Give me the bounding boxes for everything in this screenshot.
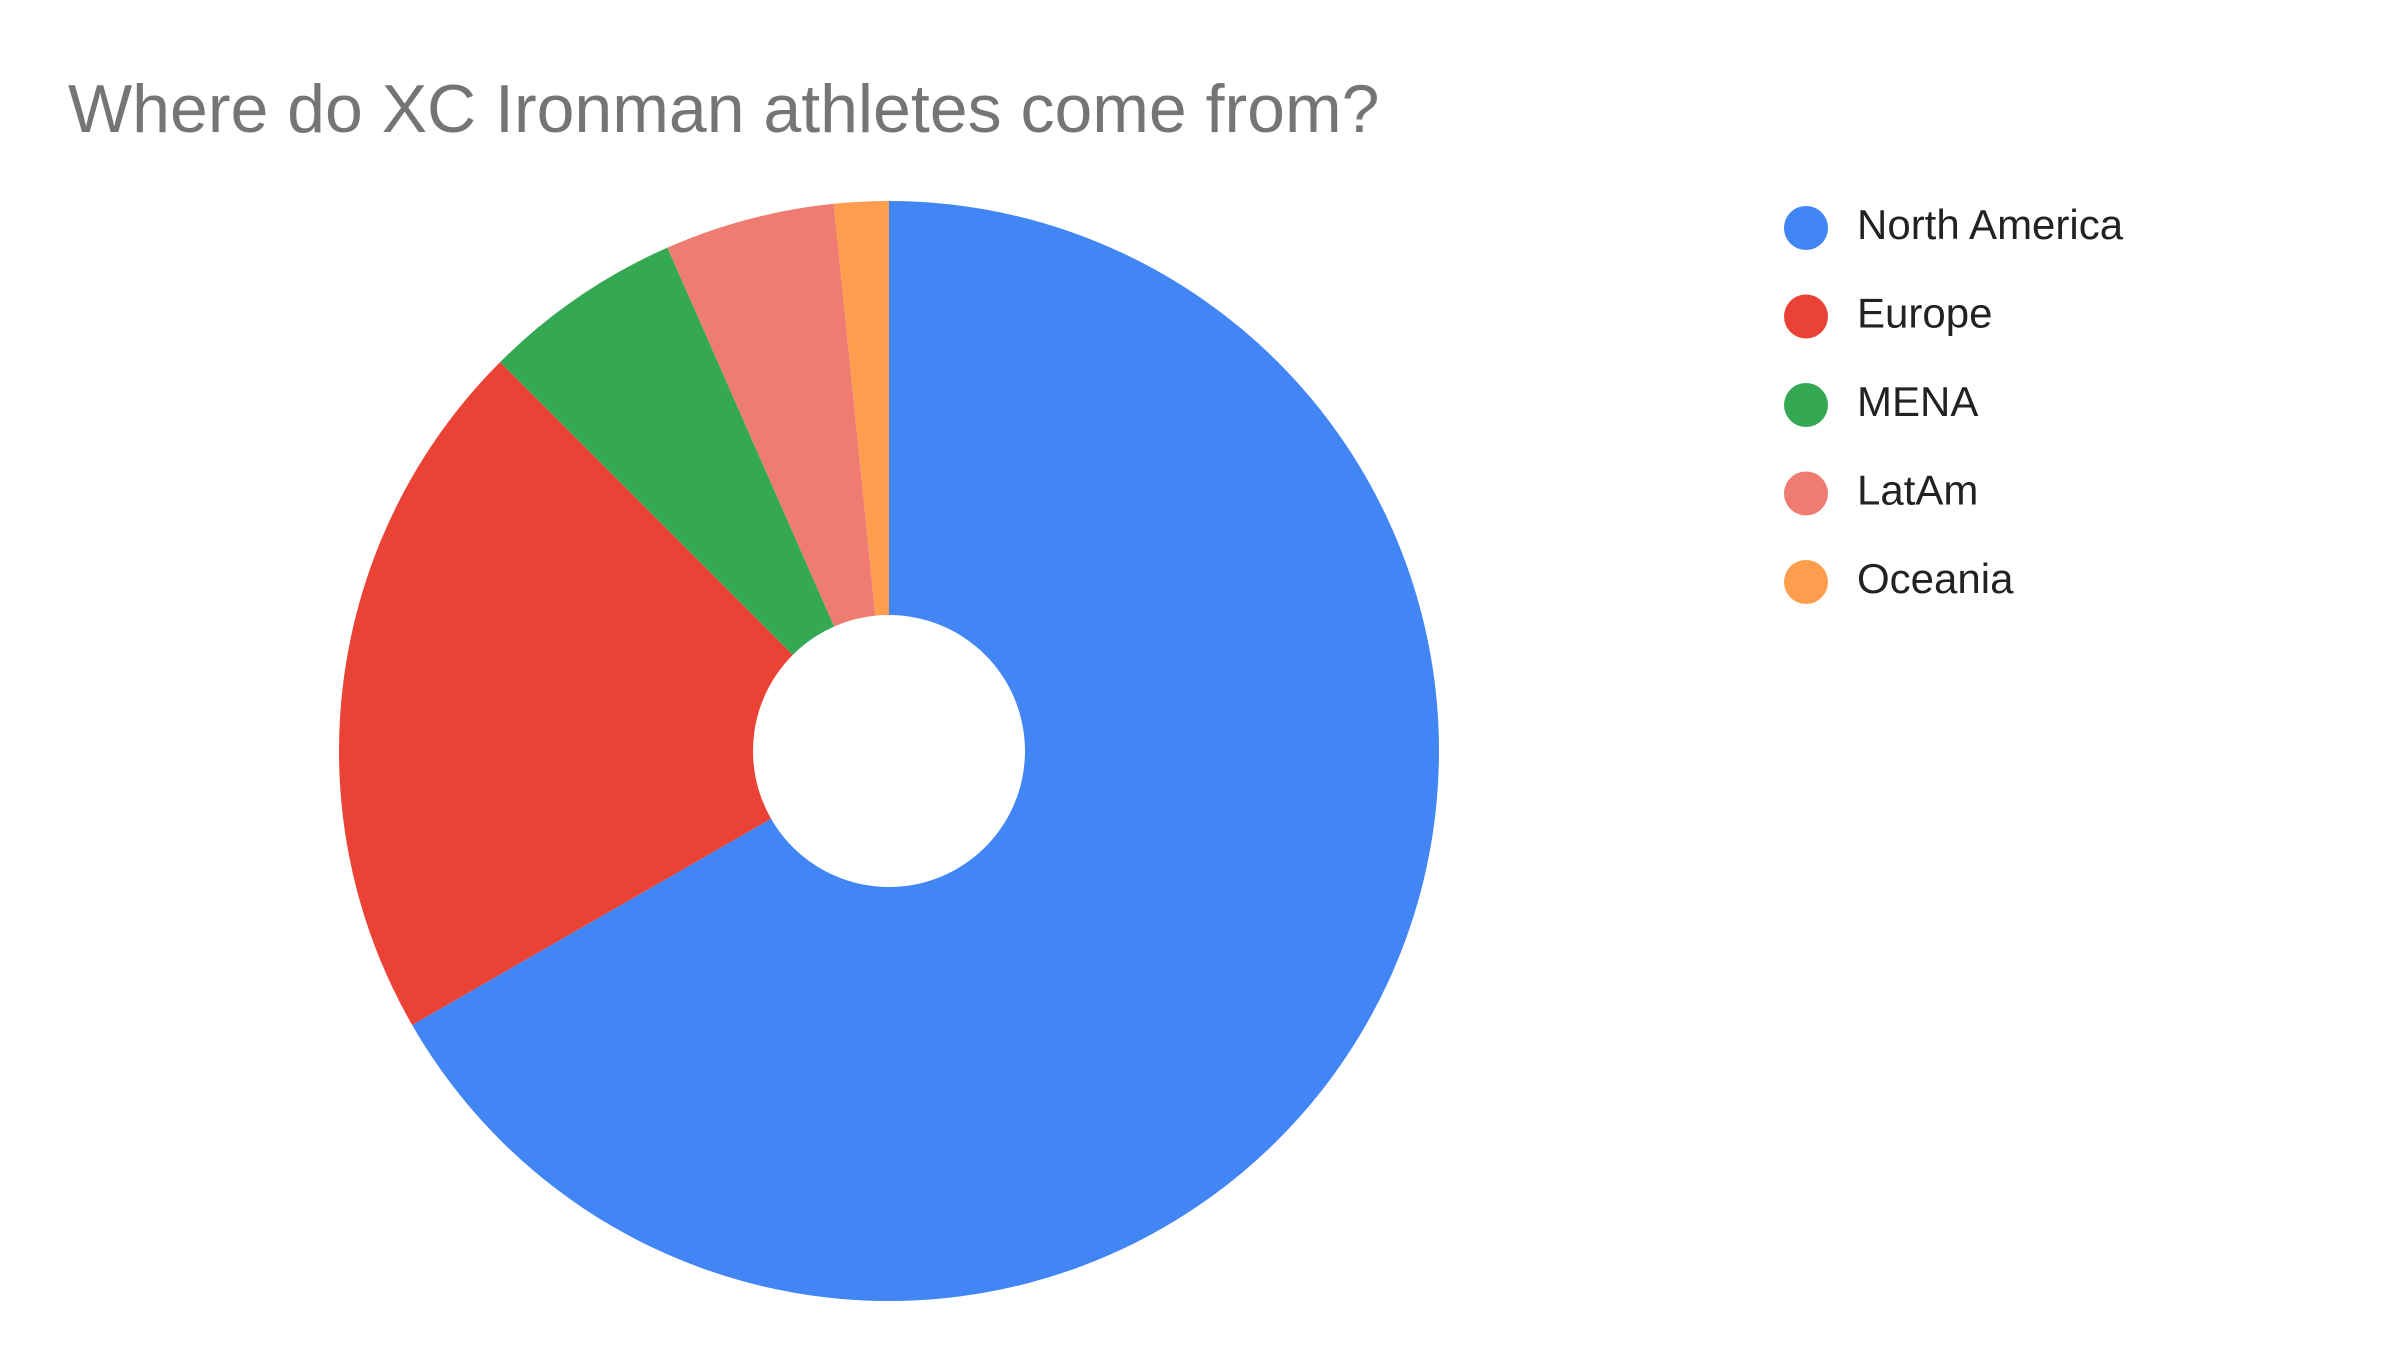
legend-swatch	[1784, 471, 1828, 516]
legend-label: Europe	[1857, 290, 1992, 337]
pie-slice	[500, 247, 835, 655]
legend-swatch	[1784, 206, 1828, 250]
legend-label: North America	[1857, 201, 2124, 248]
chart-title: Where do XC Ironman athletes come from?	[68, 71, 1379, 147]
pie-slice	[338, 362, 793, 1026]
legend-swatch	[1784, 383, 1828, 427]
legend-swatch	[1784, 560, 1828, 604]
legend-label: Oceania	[1857, 555, 2014, 602]
legend-label: LatAm	[1857, 467, 1978, 514]
legend-label: MENA	[1857, 378, 1978, 425]
pie-slice	[667, 203, 876, 627]
pie-slice	[833, 201, 889, 616]
legend-swatch	[1784, 294, 1828, 339]
pie-slice	[412, 201, 1440, 1301]
